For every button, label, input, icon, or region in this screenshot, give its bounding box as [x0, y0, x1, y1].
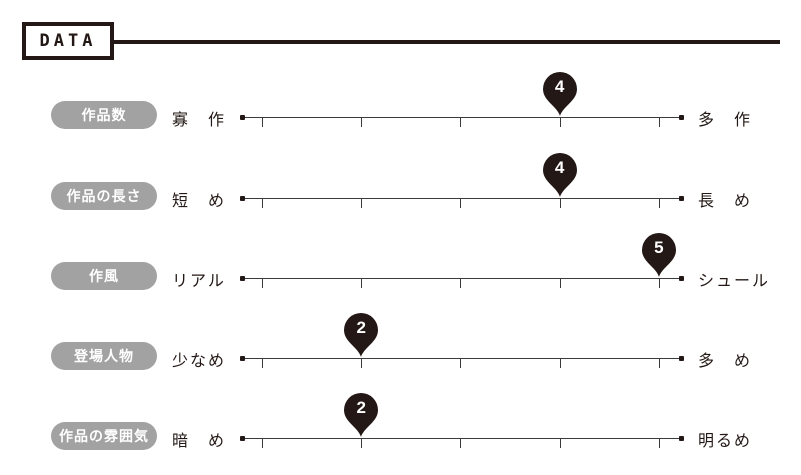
scale-tick — [262, 117, 263, 127]
rating-row: 登場人物 少なめ 多 め 2 — [0, 0, 801, 370]
rating-scale — [240, 356, 684, 388]
value-pin-marker: 5 — [641, 232, 677, 278]
value-pin-marker: 2 — [343, 312, 379, 358]
scale-end-dot — [679, 276, 684, 281]
scale-start-dot — [240, 356, 245, 361]
header-rule — [114, 40, 780, 44]
pin-value: 2 — [356, 398, 366, 417]
rating-scale — [240, 196, 684, 228]
scale-end-dot — [679, 196, 684, 201]
rating-scale — [240, 115, 684, 147]
scale-tick — [658, 358, 660, 368]
scale-tick — [658, 278, 660, 288]
scale-tick — [559, 117, 561, 127]
pin-value: 5 — [654, 238, 664, 257]
rating-row: 作風 リアル シュール 5 — [0, 0, 801, 290]
scale-line — [240, 438, 684, 439]
row-label-pill: 登場人物 — [51, 342, 157, 370]
row-label-pill: 作品の長さ — [51, 182, 157, 210]
scale-line — [240, 117, 684, 118]
scale-tick — [559, 438, 561, 448]
scale-tick — [262, 438, 263, 448]
row-label-pill: 作品数 — [51, 101, 157, 129]
scale-right-term: 多 め — [698, 351, 753, 370]
scale-tick — [361, 438, 363, 448]
scale-end-dot — [679, 115, 684, 120]
row-label-pill: 作風 — [51, 262, 157, 290]
scale-tick — [262, 198, 263, 208]
scale-tick — [262, 358, 263, 368]
scale-start-dot — [240, 436, 245, 441]
scale-start-dot — [240, 276, 245, 281]
scale-start-dot — [240, 115, 245, 120]
scale-tick — [361, 198, 363, 208]
scale-tick — [361, 278, 363, 288]
scale-end-dot — [679, 356, 684, 361]
scale-tick — [658, 198, 660, 208]
scale-tick — [460, 117, 462, 127]
scale-left-term: 少なめ — [172, 351, 227, 370]
scale-right-term: 長 め — [698, 191, 753, 210]
rating-scale — [240, 276, 684, 308]
scale-start-dot — [240, 196, 245, 201]
scale-left-term: 暗 め — [172, 431, 227, 450]
scale-tick — [559, 198, 561, 208]
rating-scale — [240, 436, 684, 468]
scale-line — [240, 278, 684, 279]
scale-tick — [361, 117, 363, 127]
scale-end-dot — [679, 436, 684, 441]
scale-tick — [658, 438, 660, 448]
pin-value: 2 — [356, 318, 366, 337]
rating-row: 作品の長さ短 め 長 め 4 — [0, 0, 801, 210]
scale-tick — [559, 358, 561, 368]
scale-tick — [460, 278, 462, 288]
data-header-box: DATA — [22, 22, 114, 60]
scale-left-term: リアル — [172, 271, 226, 290]
scale-right-term: 明るめ — [698, 431, 753, 450]
pin-value: 4 — [554, 158, 565, 177]
scale-tick — [658, 117, 660, 127]
value-pin-marker: 4 — [542, 71, 578, 117]
scale-left-term: 短 め — [172, 191, 227, 210]
scale-right-term: 多 作 — [698, 110, 753, 129]
pin-value: 4 — [554, 77, 565, 96]
data-header-title: DATA — [39, 31, 97, 51]
scale-left-term: 寡 作 — [172, 110, 227, 129]
value-pin-marker: 4 — [542, 152, 578, 198]
scale-tick — [460, 438, 462, 448]
scale-tick — [559, 278, 561, 288]
rating-row: 作品数寡 作 多 作 4 — [0, 0, 801, 129]
scale-tick — [361, 358, 363, 368]
scale-tick — [262, 278, 263, 288]
scale-line — [240, 198, 684, 199]
row-label-pill: 作品の雰囲気 — [51, 422, 157, 450]
value-pin-marker: 2 — [343, 392, 379, 438]
scale-right-term: シュール — [698, 271, 771, 290]
scale-tick — [460, 358, 462, 368]
scale-tick — [460, 198, 462, 208]
rating-row: 作品の雰囲気暗 め 明るめ 2 — [0, 0, 801, 450]
scale-line — [240, 358, 684, 359]
